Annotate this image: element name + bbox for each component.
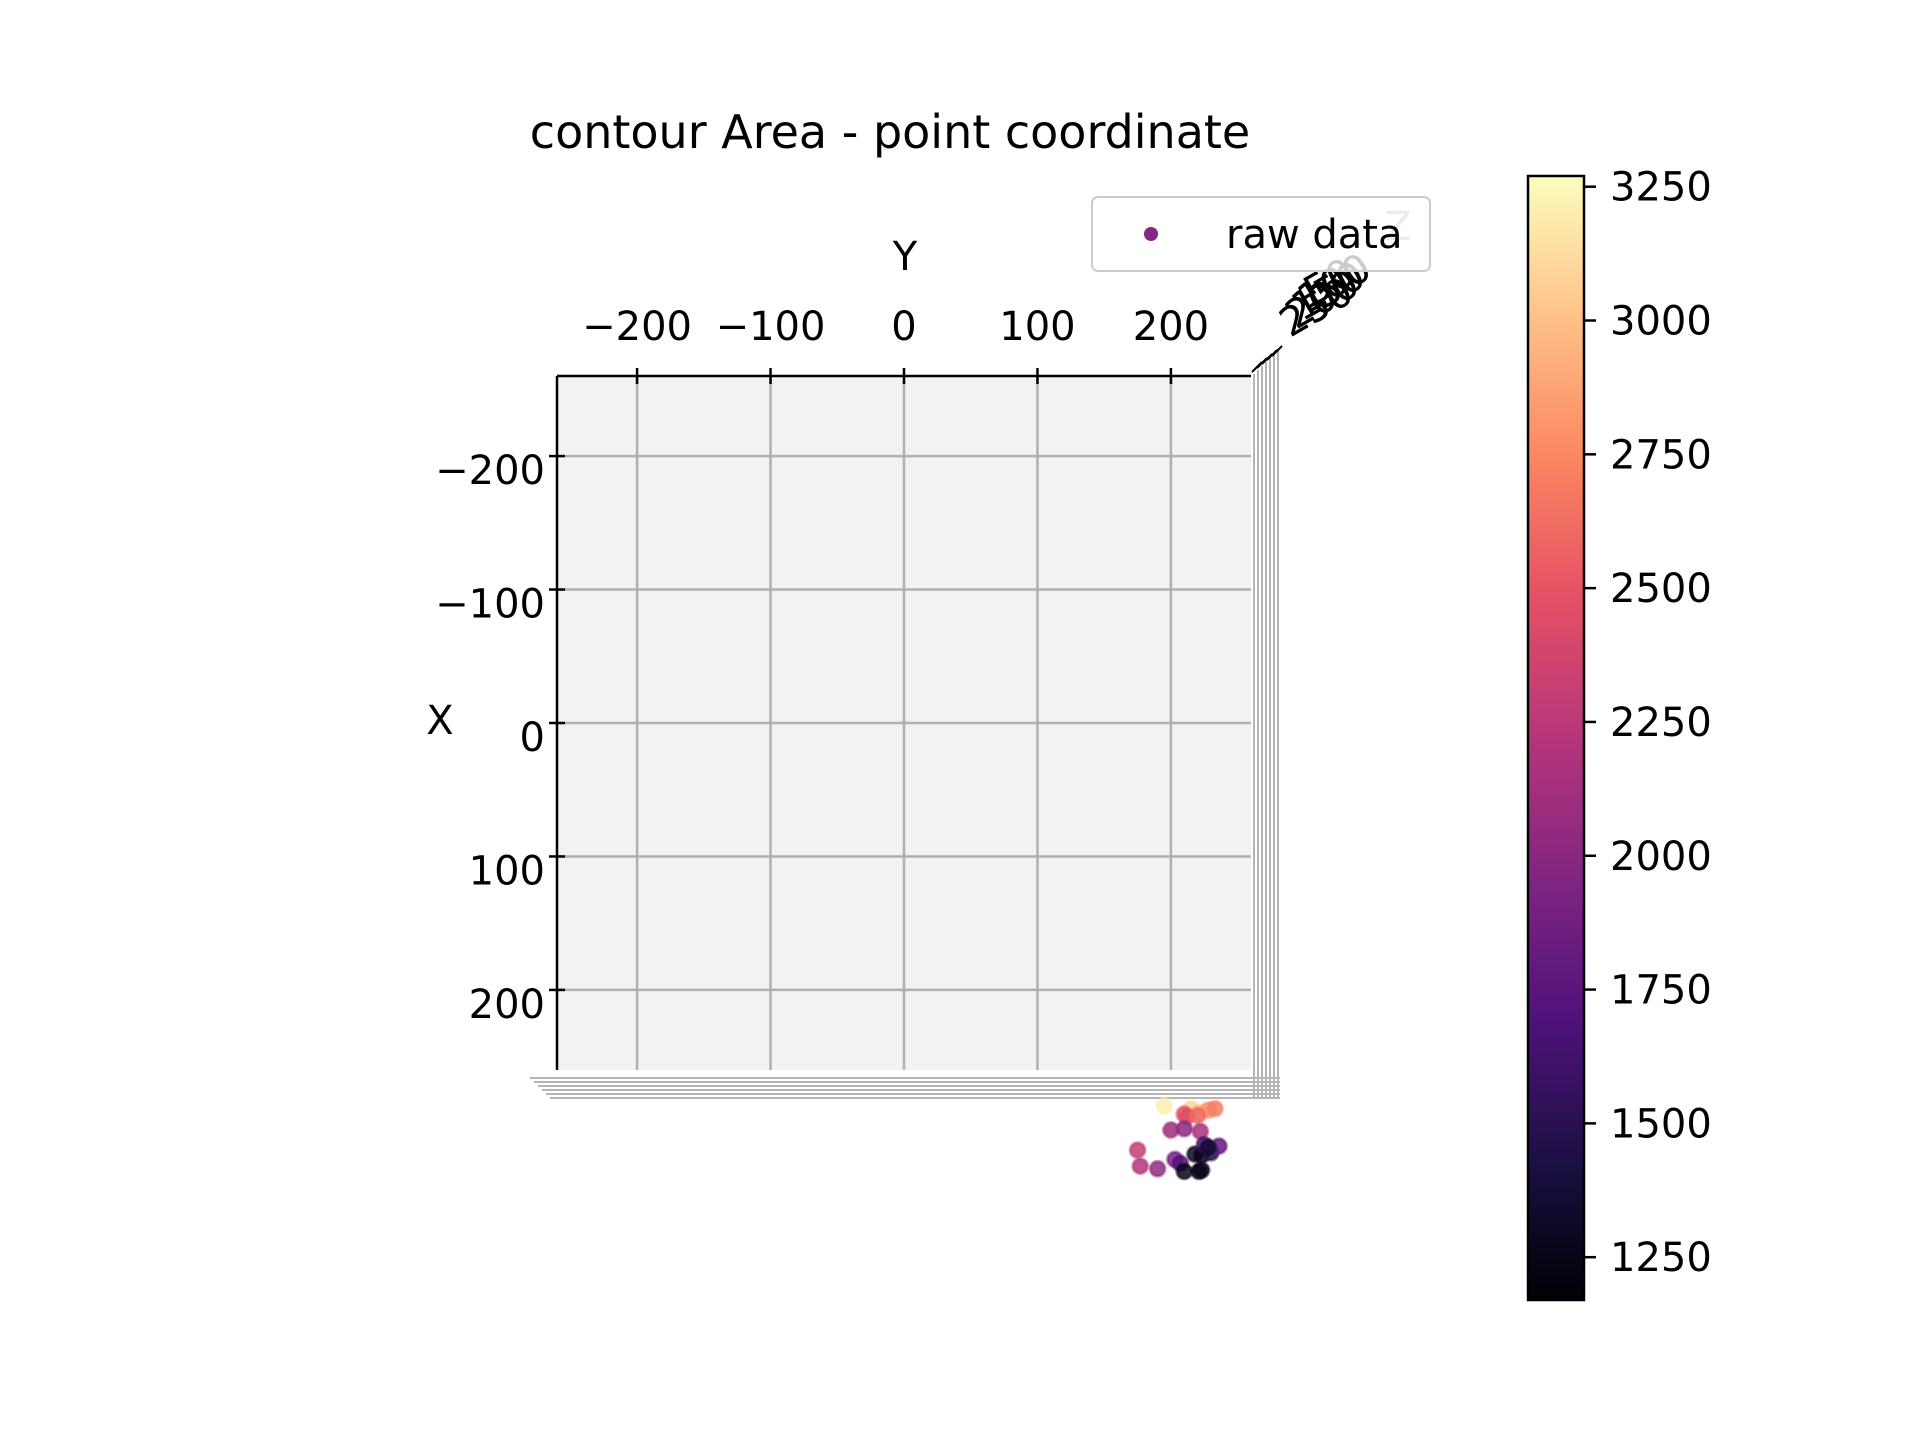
- colorbar-gradient: [1526, 174, 1586, 1302]
- z-tick-mark: [1271, 345, 1283, 357]
- gridlines: [557, 376, 1251, 1070]
- x-axis-ticks: −200 −100 0 100 200: [435, 448, 565, 1028]
- y-tick-label: −100: [716, 304, 826, 350]
- colorbar: 3250 3000 2750 2500 2250 2000 1750 1500 1250: [1526, 165, 1712, 1302]
- chart-title: contour Area - point coordinate: [530, 105, 1250, 159]
- y-axis-label: Y: [892, 234, 918, 280]
- x-axis-label: X: [426, 698, 453, 744]
- scatter-point: [1205, 1099, 1224, 1118]
- legend-box: [1091, 196, 1431, 272]
- y-tick-label: 200: [1133, 304, 1209, 350]
- x-tick-label: 100: [469, 848, 545, 894]
- scatter-point: [1128, 1141, 1147, 1160]
- scatter-point: [1199, 1138, 1218, 1157]
- scatter-point: [1131, 1157, 1150, 1176]
- colorbar-tick-label: 2250: [1610, 700, 1712, 746]
- colorbar-ticks: 3250 3000 2750 2500 2250 2000 1750 1500 1250: [1584, 165, 1712, 1281]
- y-tick-label: −200: [582, 304, 692, 350]
- y-axis-ticks: −200 −100 0 100 200: [582, 304, 1209, 384]
- scatter-point: [1148, 1159, 1167, 1178]
- colorbar-tick-label: 3000: [1610, 299, 1712, 345]
- scatter-points: [1128, 1097, 1228, 1181]
- x-tick-label: −100: [435, 582, 545, 628]
- scatter-point: [1175, 1119, 1194, 1138]
- colorbar-tick-label: 1250: [1610, 1235, 1712, 1281]
- colorbar-tick-label: 1750: [1610, 968, 1712, 1014]
- colorbar-tick-label: 3250: [1610, 165, 1712, 211]
- legend-marker: [1144, 227, 1158, 241]
- colorbar-tick-label: 2000: [1610, 834, 1712, 880]
- colorbar-tick-label: 2750: [1610, 432, 1712, 478]
- scatter-point: [1155, 1097, 1174, 1116]
- y-tick-label: 100: [999, 304, 1075, 350]
- colorbar-tick-label: 1500: [1610, 1101, 1712, 1147]
- x-tick-label: 0: [520, 715, 545, 761]
- x-tick-label: 200: [469, 982, 545, 1028]
- legend-label: raw data: [1226, 212, 1402, 258]
- legend: raw data: [1091, 196, 1431, 272]
- scatter-point: [1175, 1162, 1194, 1181]
- scatter-point: [1192, 1161, 1211, 1180]
- pane-edges: [530, 350, 1280, 1099]
- colorbar-tick-label: 2500: [1610, 566, 1712, 612]
- scatter-point: [1188, 1106, 1207, 1125]
- x-tick-label: −200: [435, 448, 545, 494]
- y-tick-label: 0: [891, 304, 916, 350]
